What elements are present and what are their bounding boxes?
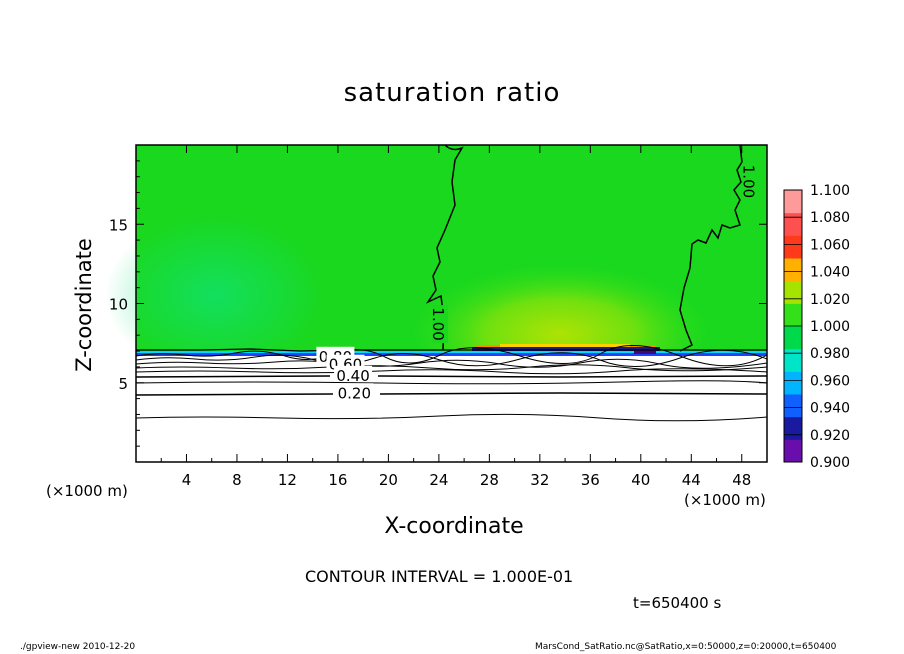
colorbar-swatch — [784, 280, 802, 304]
contour-label: 0.40 — [336, 367, 369, 385]
contour-interval: CONTOUR INTERVAL = 1.000E-01 — [305, 567, 574, 586]
x-tick-label: 28 — [480, 471, 499, 489]
y-tick-label: 5 — [118, 375, 128, 393]
contour-label: 1.00 — [739, 165, 757, 198]
contour-label: 0.20 — [338, 384, 371, 402]
y-tick-label: 10 — [109, 296, 128, 314]
x-tick-label: 40 — [631, 471, 650, 489]
colorbar-swatch — [784, 416, 802, 440]
contour-1-00-right — [679, 144, 743, 352]
colorbar-label: 1.100 — [810, 183, 850, 199]
colorbar-label: 1.000 — [810, 319, 850, 335]
contour-0-10 — [135, 413, 768, 422]
contour-0-60 — [135, 364, 768, 372]
x-tick-label: 36 — [581, 471, 600, 489]
colorbar-swatch — [784, 235, 802, 259]
field — [105, 145, 767, 462]
x-tick-label: 16 — [328, 471, 347, 489]
band-blue — [136, 353, 767, 356]
x-tick-label: 32 — [530, 471, 549, 489]
colorbar-label: 0.920 — [810, 428, 850, 444]
contour-label-group: 0.40 — [334, 365, 373, 385]
colorbar-label: 1.020 — [810, 292, 850, 308]
x-tick-label: 12 — [278, 471, 297, 489]
contour-0-20 — [135, 392, 768, 396]
colorbar-label: 1.080 — [810, 210, 850, 226]
colorbar-label: 0.960 — [810, 373, 850, 389]
contour-label-bg — [742, 162, 759, 201]
colorbar-label: 0.980 — [810, 346, 850, 362]
colorbar-swatch — [784, 348, 802, 372]
contour-0-40 — [135, 375, 768, 378]
contour-0-30 — [135, 380, 768, 385]
colorbar-swatch — [784, 371, 802, 395]
colorbar-swatch — [784, 394, 802, 418]
colorbar-label: 0.940 — [810, 401, 850, 417]
footer-right: MarsCond_SatRatio.nc@SatRatio,x=0:50000,… — [535, 642, 837, 652]
contour-0-80 — [135, 349, 768, 367]
contour-label-bg — [431, 305, 448, 344]
field-cooler-region — [105, 215, 325, 375]
field-lower — [136, 356, 767, 462]
x-tick-label: 44 — [682, 471, 701, 489]
band-warm-top — [500, 344, 630, 347]
colorbar-label: 1.040 — [810, 265, 850, 281]
x-tick-label: 20 — [379, 471, 398, 489]
colorbar-swatch — [784, 326, 802, 350]
x-tick-label: 4 — [182, 471, 192, 489]
contour-0-70 — [135, 358, 768, 369]
x-axis-label: X-coordinate — [384, 514, 524, 539]
x-unit-left: (×1000 m) — [46, 482, 128, 500]
chart-title: saturation ratio — [343, 78, 561, 108]
contour-label: 1.00 — [429, 307, 447, 340]
colorbar-swatch — [784, 439, 802, 463]
x-unit-right: (×1000 m) — [684, 491, 766, 509]
x-tick-label: 8 — [232, 471, 242, 489]
x-tick-label: 48 — [732, 471, 751, 489]
y-tick-label: 15 — [109, 216, 128, 234]
footer-left: ./gpview-new 2010-12-20 — [20, 642, 136, 652]
contour-label-group: 1.00 — [429, 305, 448, 344]
contour-label-bg — [335, 383, 374, 400]
time-label: t=650400 s — [633, 594, 722, 612]
contour-label-group: 0.20 — [335, 383, 374, 402]
contour-labels: 1.001.000.800.600.400.20 — [316, 162, 759, 402]
x-tick-label: 24 — [429, 471, 448, 489]
colorbar-swatch — [784, 190, 802, 214]
colorbar-swatch — [784, 258, 802, 282]
contour-1-00-left — [425, 144, 464, 351]
colorbar-label: 1.060 — [810, 237, 850, 253]
contour-label-bg — [334, 365, 373, 382]
colorbar: 0.900 0.920 0.940 0.960 0.980 1.000 1.020 1.040… — [783, 183, 850, 471]
contour-label-group: 1.00 — [739, 162, 759, 201]
y-axis-label: Z-coordinate — [72, 238, 96, 372]
colorbar-label: 0.900 — [810, 455, 850, 471]
colorbar-swatch — [784, 212, 802, 236]
contour-0-90 — [135, 345, 768, 367]
colorbar-swatch — [784, 303, 802, 327]
contour-0-50 — [135, 368, 768, 375]
